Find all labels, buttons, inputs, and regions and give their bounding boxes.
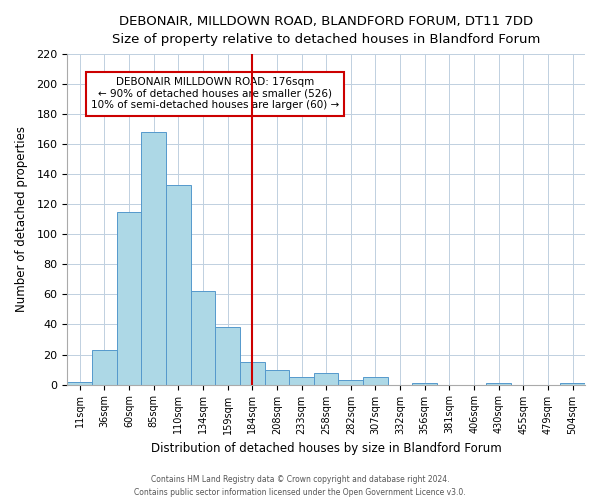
Bar (191, 292, 215, 384)
Title: DEBONAIR, MILLDOWN ROAD, BLANDFORD FORUM, DT11 7DD
Size of property relative to : DEBONAIR, MILLDOWN ROAD, BLANDFORD FORUM… (112, 15, 541, 46)
Bar (363, 377, 388, 384)
Y-axis label: Number of detached properties: Number of detached properties (15, 126, 28, 312)
X-axis label: Distribution of detached houses by size in Blandford Forum: Distribution of detached houses by size … (151, 442, 502, 455)
Bar (314, 372, 338, 384)
Bar (487, 383, 511, 384)
Bar (141, 132, 166, 384)
Bar (412, 383, 437, 384)
Bar (240, 362, 265, 384)
Bar (92, 350, 116, 384)
Bar (289, 377, 314, 384)
Text: Contains HM Land Registry data © Crown copyright and database right 2024.
Contai: Contains HM Land Registry data © Crown c… (134, 476, 466, 497)
Bar (166, 185, 191, 384)
Bar (560, 383, 585, 384)
Bar (116, 212, 141, 384)
Bar (265, 370, 289, 384)
Text: DEBONAIR MILLDOWN ROAD: 176sqm
← 90% of detached houses are smaller (526)
10% of: DEBONAIR MILLDOWN ROAD: 176sqm ← 90% of … (91, 77, 339, 110)
Bar (67, 382, 92, 384)
Bar (338, 380, 363, 384)
Bar (215, 328, 240, 384)
